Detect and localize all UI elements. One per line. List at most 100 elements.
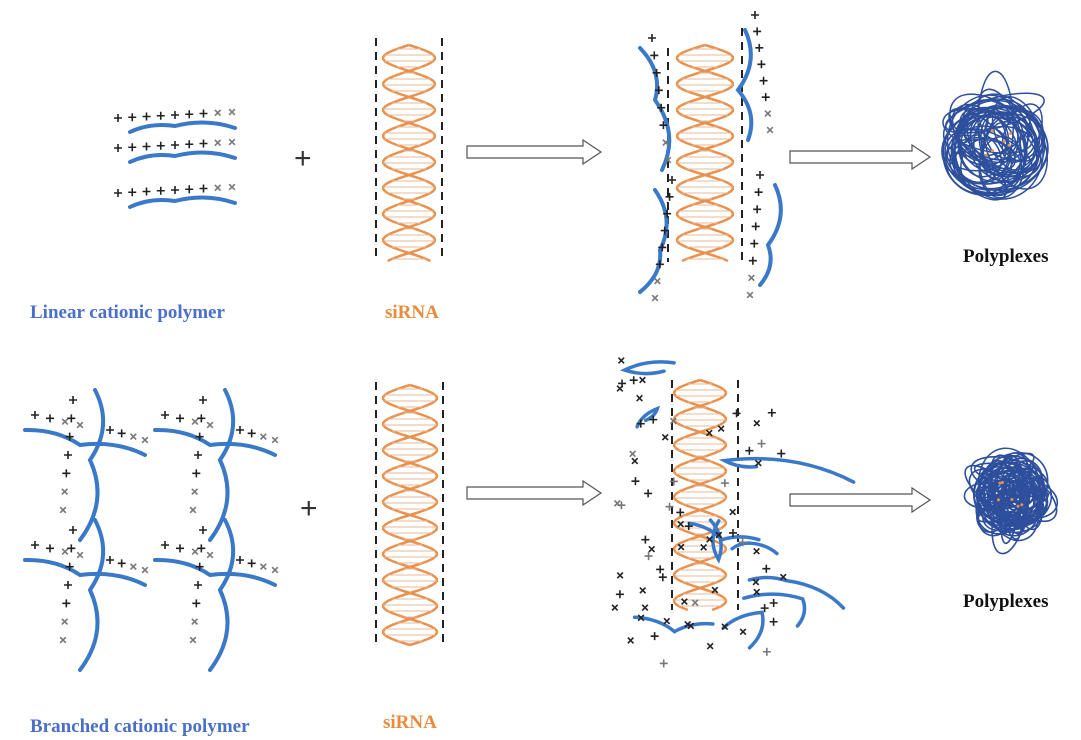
charge <box>212 107 223 118</box>
charge <box>139 564 150 575</box>
charge <box>737 626 748 637</box>
charge <box>744 289 755 300</box>
charge <box>614 570 625 581</box>
charge <box>185 185 193 193</box>
charge <box>236 426 244 434</box>
charge <box>204 419 215 430</box>
charge <box>236 556 244 564</box>
charge <box>609 602 620 613</box>
charge <box>204 549 215 560</box>
core <box>1001 481 1004 484</box>
charge <box>727 506 738 517</box>
charge <box>171 111 179 119</box>
charge <box>689 597 700 608</box>
charge <box>745 447 753 455</box>
core <box>1020 503 1023 506</box>
charge <box>200 110 208 118</box>
charge <box>128 143 136 151</box>
polymer-chain <box>210 390 233 540</box>
arrow <box>790 145 930 169</box>
charge <box>752 222 760 230</box>
charge <box>59 486 70 497</box>
charge <box>199 396 207 404</box>
charge <box>630 376 638 384</box>
core <box>1008 144 1011 147</box>
charge <box>258 561 269 572</box>
charge <box>646 543 657 554</box>
charge <box>176 544 184 552</box>
diagram: Linear cationic polymer siRNA Polyplexes… <box>0 0 1081 740</box>
sirna-label: siRNA <box>383 712 437 733</box>
charge <box>194 581 202 589</box>
charge <box>753 27 761 35</box>
charge <box>258 431 269 442</box>
charge <box>751 11 759 19</box>
charge <box>755 44 763 52</box>
charge <box>59 616 70 627</box>
charge <box>67 544 75 552</box>
core <box>1017 505 1020 508</box>
charge <box>118 559 126 567</box>
charge <box>770 618 778 626</box>
charge <box>31 411 39 419</box>
charge <box>62 469 70 477</box>
charge <box>212 182 223 193</box>
charge <box>64 581 72 589</box>
charge <box>128 431 139 442</box>
charge <box>641 536 649 544</box>
charge <box>64 451 72 459</box>
charge <box>114 144 122 152</box>
charge <box>67 414 75 422</box>
polymer-label: Linear cationic polymer <box>30 302 225 323</box>
core <box>985 154 988 157</box>
polymer-label: Branched cationic polymer <box>30 716 250 737</box>
charge <box>143 188 151 196</box>
charge <box>650 51 658 59</box>
charge <box>649 292 660 303</box>
charge <box>762 93 770 101</box>
polymer-chain <box>738 30 751 140</box>
charge <box>637 374 648 385</box>
charge <box>764 124 775 135</box>
charge <box>651 632 659 640</box>
charge <box>128 188 136 196</box>
charge <box>762 565 770 573</box>
charge <box>46 544 54 552</box>
charge <box>192 469 200 477</box>
charge <box>197 544 205 552</box>
arrow <box>790 488 930 512</box>
charge <box>161 411 169 419</box>
charge <box>733 409 741 417</box>
charge <box>185 110 193 118</box>
charge <box>760 77 768 85</box>
charge <box>634 393 645 404</box>
charge <box>118 429 126 437</box>
charge <box>62 599 70 607</box>
charge <box>644 489 652 497</box>
charge <box>161 541 169 549</box>
polymer-chain <box>130 122 235 132</box>
polymer-chain <box>25 430 145 455</box>
charge <box>763 648 771 656</box>
charge <box>226 181 237 192</box>
charge <box>768 409 776 417</box>
polymer-chain <box>760 185 781 285</box>
charge <box>57 634 68 645</box>
polymer-chain <box>155 430 275 455</box>
charge <box>762 108 773 119</box>
charge <box>756 171 764 179</box>
charge <box>668 176 676 184</box>
charge <box>757 60 765 68</box>
charge <box>659 573 667 581</box>
charge <box>755 188 763 196</box>
polymer-chain <box>635 617 713 631</box>
polymer-chain <box>640 190 667 292</box>
charge <box>616 355 627 366</box>
product-label: Polyplexes <box>963 246 1049 267</box>
charge <box>749 257 757 265</box>
charge <box>46 414 54 422</box>
charge <box>114 114 122 122</box>
polymer-chain <box>80 520 103 670</box>
charge <box>631 477 639 485</box>
charge <box>698 542 709 553</box>
